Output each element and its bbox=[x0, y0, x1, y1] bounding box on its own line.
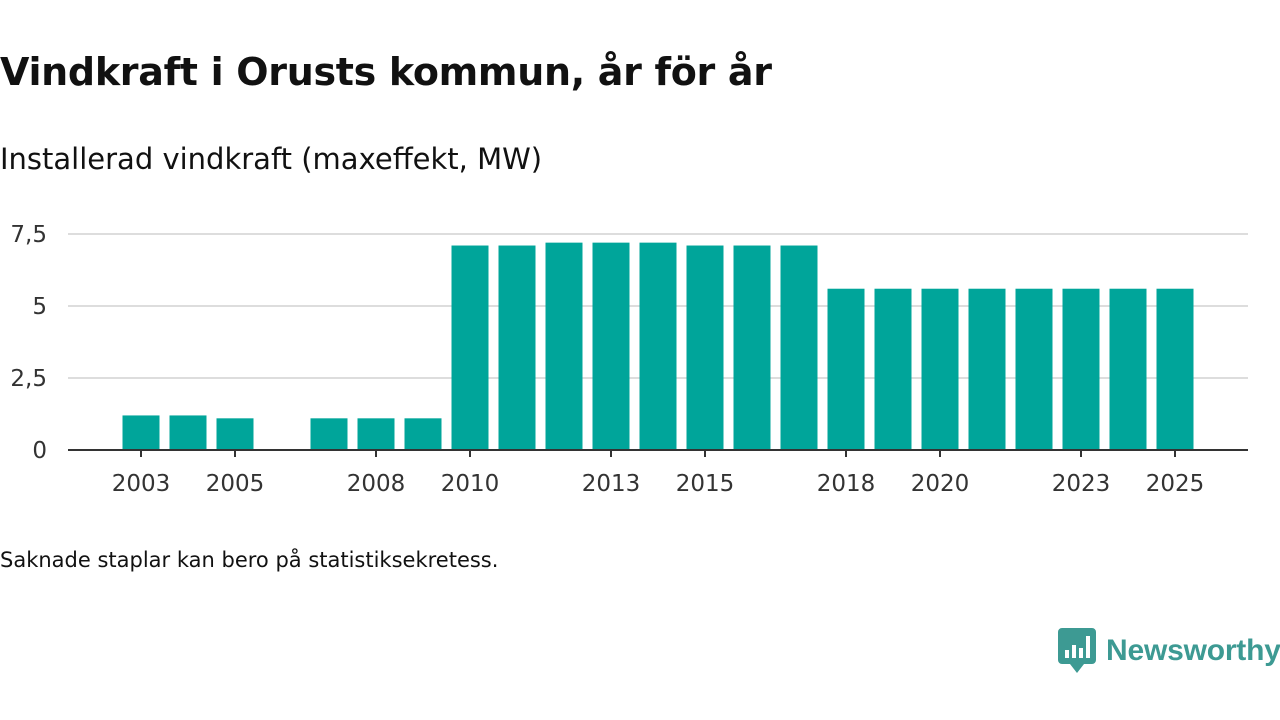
bar-2025 bbox=[1156, 288, 1194, 450]
y-tick-label: 2,5 bbox=[10, 366, 47, 392]
bar-2003 bbox=[122, 415, 160, 450]
x-tick-label: 2008 bbox=[347, 471, 406, 497]
footnote: Saknade staplar kan bero på statistiksek… bbox=[0, 548, 499, 572]
bar-2018 bbox=[827, 288, 865, 450]
x-tick-label: 2025 bbox=[1146, 471, 1205, 497]
bar-2005 bbox=[216, 418, 254, 450]
y-tick-label: 0 bbox=[32, 438, 47, 464]
newsworthy-logo-icon bbox=[1058, 628, 1096, 673]
chart-subtitle: Installerad vindkraft (maxeffekt, MW) bbox=[0, 142, 543, 176]
bar-chart: 0 2,5 5 7,5 2003 2005 2008 2010 2013 2015 2018 2020… bbox=[10, 222, 1248, 497]
bar-2020 bbox=[921, 288, 959, 450]
bar-2008 bbox=[357, 418, 395, 450]
x-tick-label: 2018 bbox=[817, 471, 876, 497]
bar-2004 bbox=[169, 415, 207, 450]
newsworthy-logo-text: Newsworthy bbox=[1106, 634, 1280, 667]
x-tick-label: 2015 bbox=[676, 471, 735, 497]
chart-title: Vindkraft i Orusts kommun, år för år bbox=[0, 50, 772, 94]
x-tick-label: 2023 bbox=[1052, 471, 1111, 497]
x-tick-label: 2005 bbox=[206, 471, 265, 497]
bar-2012 bbox=[545, 242, 583, 450]
x-tick-label: 2020 bbox=[911, 471, 970, 497]
bar-2014 bbox=[639, 242, 677, 450]
bar-2023 bbox=[1062, 288, 1100, 450]
bar-2024 bbox=[1109, 288, 1147, 450]
bar-2021 bbox=[968, 288, 1006, 450]
bar-2016 bbox=[733, 245, 771, 450]
bar-2009 bbox=[404, 418, 442, 450]
x-tick-label: 2010 bbox=[441, 471, 500, 497]
x-tick-label: 2013 bbox=[582, 471, 641, 497]
bar-2015 bbox=[686, 245, 724, 450]
newsworthy-logo: Newsworthy bbox=[1058, 628, 1280, 674]
bar-2013 bbox=[592, 242, 630, 450]
x-tick-label: 2003 bbox=[112, 471, 171, 497]
bar-2017 bbox=[780, 245, 818, 450]
bar-2019 bbox=[874, 288, 912, 450]
bar-2022 bbox=[1015, 288, 1053, 450]
bar-2011 bbox=[498, 245, 536, 450]
y-tick-label: 5 bbox=[32, 294, 47, 320]
bar-2007 bbox=[310, 418, 348, 450]
y-tick-label: 7,5 bbox=[10, 222, 47, 248]
bar-2010 bbox=[451, 245, 489, 450]
